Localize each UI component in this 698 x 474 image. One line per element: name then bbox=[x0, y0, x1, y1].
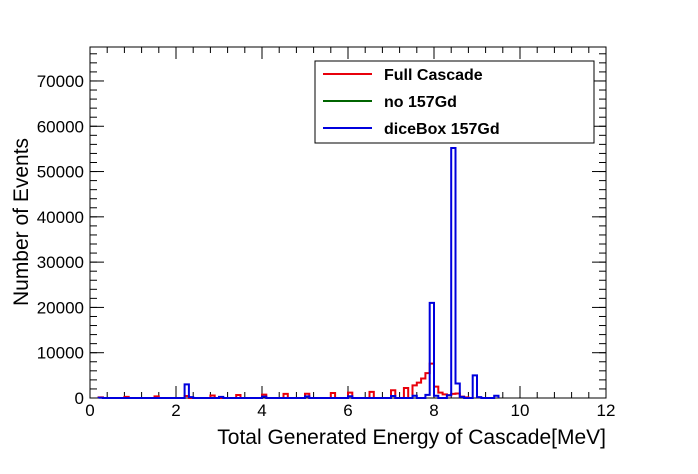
y-tick-label: 40000 bbox=[37, 208, 84, 227]
y-tick-label: 10000 bbox=[37, 344, 84, 363]
x-tick-label: 6 bbox=[343, 401, 352, 420]
x-tick-label: 8 bbox=[429, 401, 438, 420]
y-tick-label: 60000 bbox=[37, 117, 84, 136]
x-axis-title: Total Generated Energy of Cascade[MeV] bbox=[217, 426, 606, 449]
x-tick-label: 10 bbox=[511, 401, 530, 420]
legend-label-no-157gd: no 157Gd bbox=[384, 94, 457, 111]
axis-ticks bbox=[89, 47, 607, 399]
legend: Full Cascade no 157Gd diceBox 157Gd bbox=[314, 60, 595, 144]
y-tick-label: 70000 bbox=[37, 72, 84, 91]
x-tick-label: 2 bbox=[171, 401, 180, 420]
y-tick-label: 50000 bbox=[37, 163, 84, 182]
x-tick-label: 0 bbox=[85, 401, 94, 420]
legend-label-full-cascade: Full Cascade bbox=[384, 67, 483, 84]
y-tick-label: 0 bbox=[75, 389, 84, 408]
y-tick-labels: 0 10000 20000 30000 40000 50000 60000 70000 bbox=[37, 72, 84, 408]
legend-label-dicebox-157gd: diceBox 157Gd bbox=[384, 121, 500, 138]
x-tick-label: 4 bbox=[257, 401, 266, 420]
x-tick-labels: 0 2 4 6 8 10 12 bbox=[85, 401, 615, 420]
series-line-0 bbox=[97, 362, 470, 399]
series-line-2 bbox=[97, 146, 500, 399]
x-tick-label: 12 bbox=[597, 401, 616, 420]
series-group bbox=[97, 146, 500, 399]
y-tick-label: 30000 bbox=[37, 253, 84, 272]
y-tick-label: 20000 bbox=[37, 298, 84, 317]
y-axis-title: Number of Events bbox=[10, 138, 33, 306]
